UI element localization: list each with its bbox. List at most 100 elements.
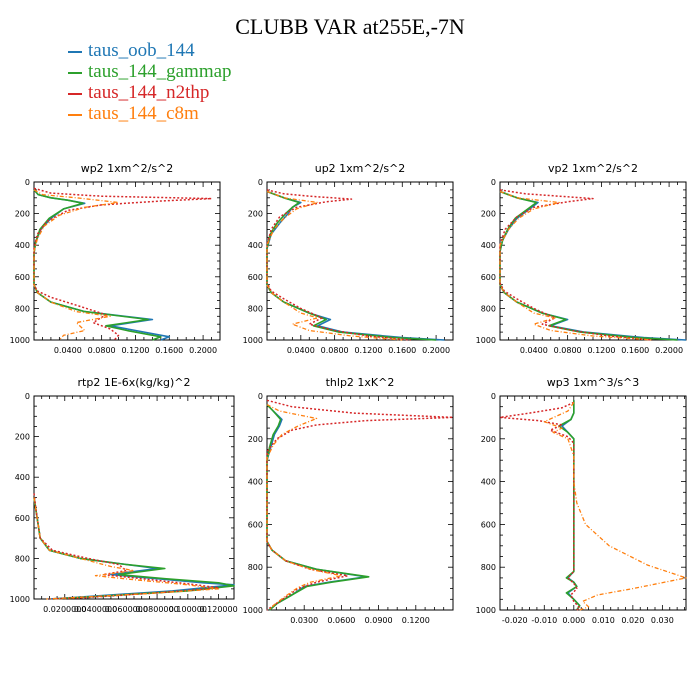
chart-title: CLUBB VAR at255E,-7N: [235, 14, 465, 39]
series-line-taus-oob-144: [266, 190, 445, 341]
x-tick-label: 0.1200: [402, 616, 430, 625]
panel-title: rtp2 1E-6x(kg/kg)^2: [78, 376, 191, 389]
y-tick-label: 400: [15, 241, 30, 250]
y-tick-label: 200: [248, 435, 263, 444]
series-line-taus-144-gammap: [558, 400, 581, 611]
y-tick-label: 0: [25, 392, 30, 401]
y-tick-label: 800: [15, 554, 30, 563]
x-tick-label: 0.1200: [587, 346, 615, 355]
x-tick-label: 0.0200000: [43, 605, 86, 614]
series-line-taus-144-n2thp: [33, 493, 220, 600]
y-tick-label: 800: [481, 563, 496, 572]
y-tick-label: 600: [15, 273, 30, 282]
y-tick-label: 0: [258, 178, 263, 187]
x-tick-label: 0.0300: [290, 616, 318, 625]
x-tick-label: 0.0400: [520, 346, 548, 355]
panel-title: vp2 1xm^2/s^2: [548, 162, 638, 175]
series-line-taus-144-c8m: [33, 497, 220, 600]
x-tick-label: 0.2000: [422, 346, 450, 355]
y-tick-label: 1000: [10, 595, 30, 604]
x-tick-label: 0.1200: [354, 346, 382, 355]
x-tick-label: 0.0900: [365, 616, 393, 625]
y-tick-label: 400: [481, 241, 496, 250]
y-tick-label: 800: [15, 304, 30, 313]
y-tick-label: 0: [25, 178, 30, 187]
y-tick-label: 800: [248, 563, 263, 572]
legend-entry-taus-144-n2thp: taus_144_n2thp: [68, 82, 232, 103]
y-tick-label: 600: [481, 273, 496, 282]
y-tick-label: 200: [248, 210, 263, 219]
legend-label: taus_144_c8m: [88, 103, 199, 124]
x-tick-label: 0.2000: [189, 346, 217, 355]
plot-frame: [499, 181, 687, 341]
panel-title: wp2 1xm^2/s^2: [81, 162, 174, 175]
y-tick-label: 200: [481, 210, 496, 219]
y-tick-label: 400: [481, 478, 496, 487]
plot-frame: [33, 395, 235, 600]
y-tick-label: 0: [258, 392, 263, 401]
x-tick-label: 0.0600000: [105, 605, 148, 614]
legend-entry-taus-oob-144: taus_oob_144: [68, 40, 232, 61]
series-line-taus-oob-144: [499, 190, 687, 341]
x-tick-label: 0.020: [621, 616, 644, 625]
x-tick-label: 0.0400: [287, 346, 315, 355]
series-line-taus-144-gammap: [33, 497, 235, 600]
y-tick-label: 0: [491, 392, 496, 401]
panel-title: up2 1xm^2/s^2: [315, 162, 406, 175]
panel-title: wp3 1xm^3/s^3: [547, 376, 640, 389]
legend-label: taus_oob_144: [88, 40, 195, 61]
series-line-taus-oob-144: [561, 400, 581, 611]
x-tick-label: 0.010: [592, 616, 615, 625]
y-tick-label: 800: [481, 304, 496, 313]
y-tick-label: 200: [15, 433, 30, 442]
legend-swatch: [68, 113, 82, 116]
series-line-taus-144-n2thp: [499, 401, 581, 611]
panel-title: thlp2 1xK^2: [326, 376, 395, 389]
x-tick-label: 0.0800: [88, 346, 116, 355]
series-line-taus-144-gammap: [266, 404, 370, 611]
x-tick-label: 0.0800000: [135, 605, 178, 614]
x-tick-label: 0.0800: [554, 346, 582, 355]
legend-swatch: [68, 92, 82, 95]
series-line-taus-144-n2thp: [33, 187, 213, 341]
x-tick-label: 0.1600: [388, 346, 416, 355]
legend-entry-taus-144-gammap: taus_144_gammap: [68, 61, 232, 82]
y-tick-label: 400: [248, 241, 263, 250]
y-tick-label: 1000: [476, 606, 496, 615]
x-tick-label: 0.120000: [200, 605, 238, 614]
legend-entry-taus-144-c8m: taus_144_c8m: [68, 103, 232, 124]
y-tick-label: 200: [15, 210, 30, 219]
y-tick-label: 800: [248, 304, 263, 313]
x-tick-label: 0.0600: [327, 616, 355, 625]
x-tick-label: 0.2000: [655, 346, 683, 355]
y-tick-label: 600: [248, 520, 263, 529]
x-tick-label: 0.0400: [54, 346, 82, 355]
y-tick-label: 600: [481, 520, 496, 529]
y-tick-label: 600: [248, 273, 263, 282]
x-tick-label: 0.100000: [169, 605, 207, 614]
y-tick-label: 1000: [243, 606, 263, 615]
y-tick-label: 1000: [10, 336, 30, 345]
series-line-taus-144-gammap: [266, 190, 437, 341]
legend-swatch: [68, 71, 82, 74]
series-line-taus-oob-144: [33, 497, 235, 600]
y-tick-label: 400: [15, 473, 30, 482]
series-line-taus-144-gammap: [499, 190, 678, 341]
series-line-taus-144-c8m: [543, 402, 687, 611]
series-line-taus-144-c8m: [266, 404, 343, 611]
x-tick-label: 0.1600: [621, 346, 649, 355]
x-tick-label: 0.000: [562, 616, 585, 625]
x-tick-label: 0.1200: [121, 346, 149, 355]
y-tick-label: 1000: [243, 336, 263, 345]
y-tick-label: 1000: [476, 336, 496, 345]
y-tick-label: 400: [248, 478, 263, 487]
x-tick-label: -0.020: [502, 616, 528, 625]
x-tick-label: 0.1600: [155, 346, 183, 355]
plot-frame: [499, 395, 687, 611]
x-tick-label: 0.0400000: [74, 605, 117, 614]
legend-label: taus_144_gammap: [88, 61, 232, 82]
series-line-taus-144-c8m: [499, 190, 653, 341]
legend-swatch: [68, 50, 82, 53]
series-line-taus-144-c8m: [266, 190, 403, 341]
